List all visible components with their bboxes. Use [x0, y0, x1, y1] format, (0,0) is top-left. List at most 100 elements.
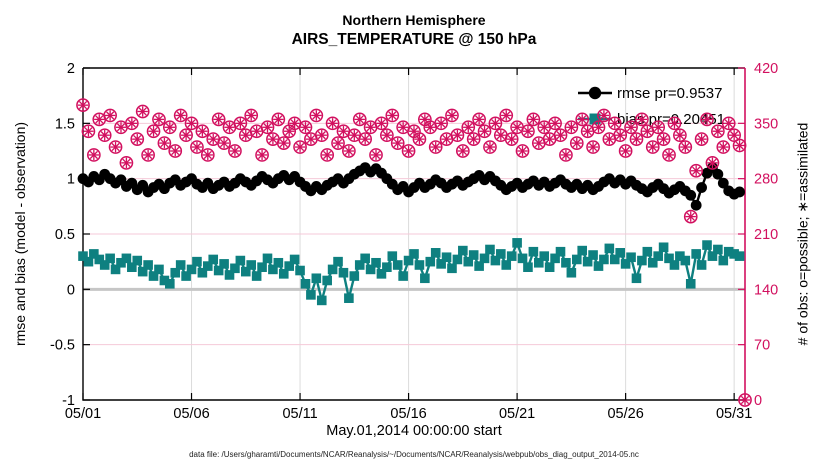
bias-marker [420, 273, 430, 284]
bias-marker [257, 262, 267, 272]
bias-marker [490, 255, 501, 266]
bias-marker [143, 260, 153, 270]
left-tick-label: 2 [67, 61, 75, 77]
bias-marker [517, 253, 528, 264]
bias-marker [83, 256, 94, 267]
bias-marker [425, 256, 436, 267]
bias-marker [409, 249, 419, 259]
legend-item-bias: bias pr=0.20451 [577, 106, 725, 132]
bias-marker [371, 257, 381, 268]
bias-marker [468, 250, 479, 260]
bias-marker [376, 269, 387, 279]
bias-legend-marker-icon [578, 113, 612, 125]
bias-marker [273, 257, 284, 268]
bias-marker [278, 269, 289, 279]
rmse-marker [696, 182, 707, 193]
bias-marker [691, 249, 701, 259]
bias-marker [338, 267, 349, 278]
bias-marker [539, 251, 550, 261]
bias-marker [723, 246, 734, 257]
bias-marker [685, 279, 696, 289]
bias-marker [615, 248, 625, 258]
x-tick-label: 05/21 [499, 406, 535, 422]
bias-marker [110, 264, 121, 275]
bias-marker [240, 266, 251, 277]
bias-marker [148, 271, 159, 281]
bias-marker [512, 238, 522, 248]
bias-marker [382, 262, 392, 272]
bias-marker [620, 259, 631, 269]
bias-marker [268, 264, 278, 275]
right-tick-label: 350 [754, 116, 778, 132]
bias-marker [230, 263, 240, 274]
bias-marker [566, 267, 577, 278]
right-axis-label: # of obs: o=possible; ∗=assimilated [794, 122, 811, 346]
bias-marker [116, 257, 126, 268]
bias-marker [154, 264, 164, 275]
bias-marker [132, 255, 143, 266]
rmse-marker [717, 177, 729, 189]
bias-marker [311, 273, 322, 284]
bias-marker [392, 260, 403, 270]
bias-marker [213, 265, 224, 276]
bias-marker [295, 265, 305, 276]
right-tick-label: 140 [754, 282, 778, 298]
bias-marker [333, 256, 343, 267]
bias-marker [170, 267, 181, 278]
x-tick-label: 05/06 [173, 406, 209, 422]
bias-marker [403, 255, 414, 266]
bias-marker [414, 260, 425, 270]
bias-marker [447, 263, 457, 274]
bias-marker [436, 259, 446, 269]
bias-marker [89, 249, 99, 259]
legend-item-rmse: rmse pr=0.9537 [577, 80, 725, 106]
bias-marker [702, 240, 712, 250]
bias-marker [561, 257, 571, 268]
bias-marker [707, 251, 718, 261]
x-tick-label: 05/11 [282, 406, 317, 422]
bias-marker [582, 256, 593, 267]
left-axis-label: rmse and bias (model - observation) [12, 121, 28, 347]
x-axis-label: May.01,2014 00:00:00 start [326, 423, 502, 439]
bias-marker [658, 242, 669, 253]
chart-title-line1: Northern Hemisphere [342, 12, 486, 28]
bias-marker [306, 290, 316, 300]
right-tick-label: 420 [754, 61, 778, 77]
x-tick-label: 05/31 [716, 406, 752, 422]
bias-marker [544, 262, 555, 272]
chart-title: Northern Hemisphere AIRS_TEMPERATURE @ 1… [83, 12, 745, 49]
bias-marker [197, 267, 208, 278]
bias-marker [647, 257, 658, 268]
bias-marker [316, 295, 327, 306]
bias-marker [713, 244, 723, 255]
legend-label-rmse: rmse pr=0.9537 [617, 84, 723, 102]
bias-marker [99, 260, 110, 270]
bias-marker [571, 254, 582, 265]
rmse-marker [712, 168, 724, 180]
x-tick-label: 05/26 [607, 406, 643, 422]
bias-marker [208, 254, 219, 265]
bias-marker [430, 248, 441, 258]
bias-marker [159, 275, 170, 286]
bias-marker [523, 262, 533, 272]
bias-marker [452, 254, 463, 265]
bias-marker [534, 257, 544, 268]
bias-marker [186, 264, 197, 275]
bias-marker [734, 251, 745, 261]
bias-marker [664, 253, 674, 264]
data-file-caption: data file: /Users/gharamti/Documents/NCA… [189, 450, 639, 459]
bias-marker [653, 251, 663, 261]
left-tick-label: 1 [67, 172, 75, 188]
bias-marker [441, 252, 452, 263]
bias-marker [593, 261, 604, 271]
rmse-legend-marker-icon [578, 86, 612, 100]
bias-marker [78, 251, 88, 261]
bias-marker [354, 260, 365, 270]
bias-marker [458, 245, 468, 256]
bias-marker [94, 254, 105, 265]
bias-marker [165, 279, 175, 289]
bias-marker [642, 246, 653, 257]
legend-label-bias: bias pr=0.20451 [617, 110, 726, 128]
